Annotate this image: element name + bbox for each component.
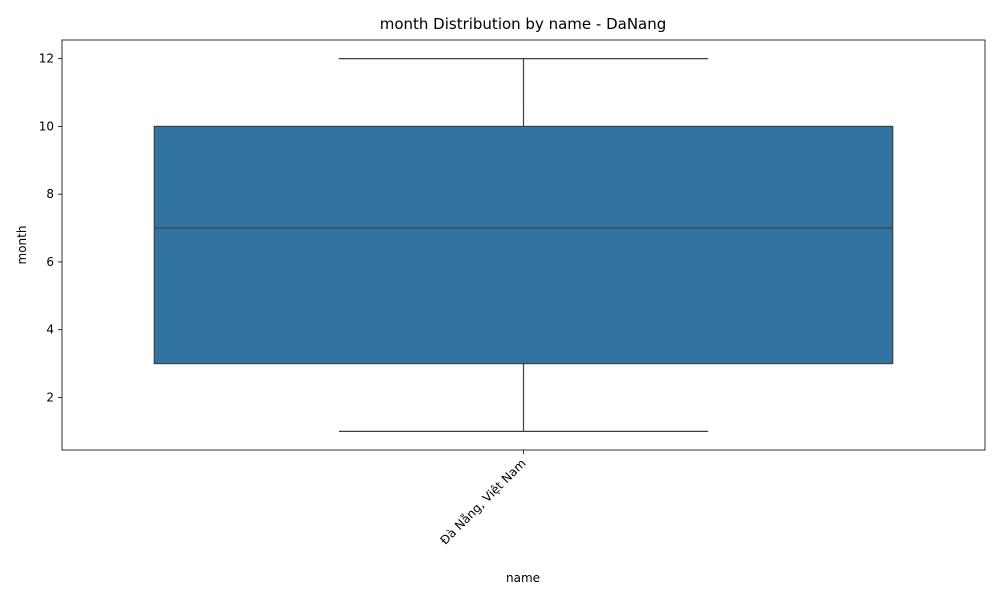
chart-title: month Distribution by name - DaNang — [380, 15, 667, 33]
box-iqr — [153, 125, 894, 365]
x-axis: Đà Nẵng, Việt Nam — [438, 450, 529, 547]
x-tick-label: Đà Nẵng, Việt Nam — [438, 456, 529, 547]
y-axis: 2 4 6 8 10 12 — [39, 52, 62, 404]
y-tick-label: 6 — [46, 255, 54, 269]
y-tick-label: 12 — [39, 52, 54, 66]
y-tick-label: 4 — [46, 323, 54, 337]
y-tick-label: 10 — [39, 119, 54, 133]
y-tick-label: 2 — [46, 390, 54, 404]
box-series — [153, 58, 894, 432]
y-axis-label: month — [15, 226, 29, 265]
y-tick-label: 8 — [46, 187, 54, 201]
x-axis-label: name — [506, 571, 540, 585]
